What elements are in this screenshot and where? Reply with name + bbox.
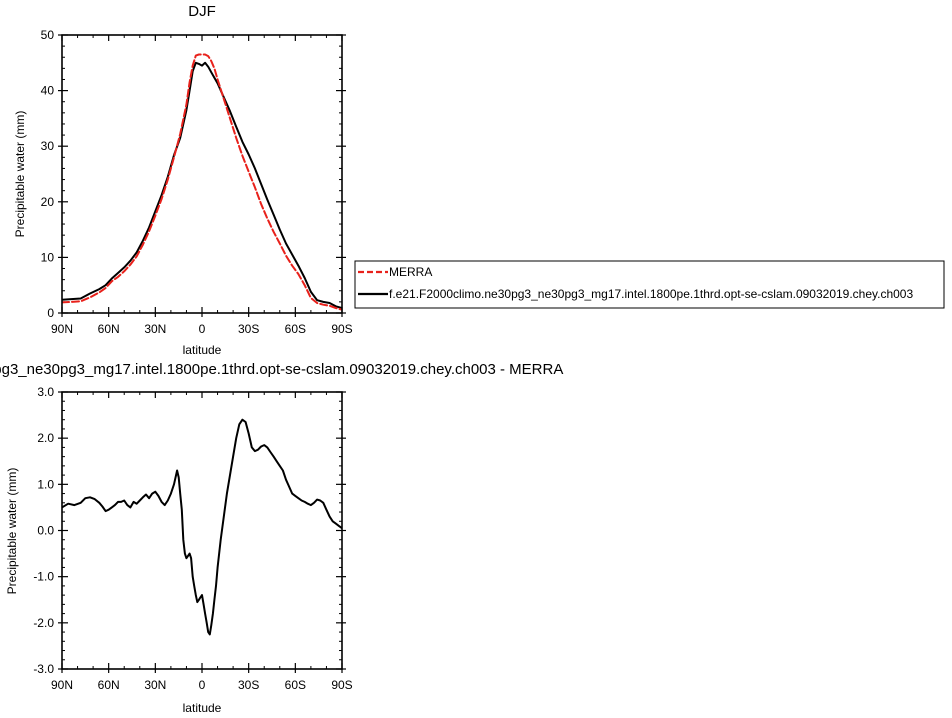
x-tick-label: 90S — [331, 322, 352, 336]
legend-label-merra: MERRA — [389, 265, 432, 279]
series-line-model — [62, 61, 342, 309]
y-tick-label: 30 — [41, 139, 55, 153]
x-tick-labels: 90N 60N 30N 0 30S 60S 90S — [51, 678, 353, 692]
y-tick-label: 0 — [47, 306, 54, 320]
x-tick-label: 0 — [199, 322, 206, 336]
x-tick-label: 30S — [238, 322, 259, 336]
y-tick-label: -3.0 — [33, 662, 54, 676]
difference-chart: f.e21.F2000climo.ne30pg3_ne30pg3_mg17.in… — [0, 361, 563, 715]
y-tick-label: 3.0 — [37, 385, 54, 399]
y-tick-label: 2.0 — [37, 431, 54, 445]
legend-box — [354, 260, 945, 309]
x-tick-labels: 90N 60N 30N 0 30S 60S 90S — [51, 322, 353, 336]
series-lines — [62, 418, 342, 636]
chart-title: DJF — [188, 3, 216, 20]
series-line-merra — [62, 53, 342, 311]
y-tick-label: 20 — [41, 195, 55, 209]
y-tick-label: 0.0 — [37, 524, 54, 538]
axis-ticks — [58, 391, 346, 673]
series-lines — [62, 53, 342, 311]
plot-frame — [61, 34, 343, 314]
x-tick-label: 60S — [285, 322, 306, 336]
series-line-difference — [62, 418, 342, 636]
x-tick-label: 60S — [285, 678, 306, 692]
y-tick-label: 40 — [41, 84, 55, 98]
x-tick-label: 0 — [199, 678, 206, 692]
x-tick-label: 60N — [98, 322, 120, 336]
y-tick-label: 50 — [41, 28, 55, 42]
legend: MERRA f.e21.F2000climo.ne30pg3_ne30pg3_m… — [354, 260, 945, 309]
x-tick-label: 90N — [51, 678, 73, 692]
x-tick-label: 30N — [144, 322, 166, 336]
y-tick-label: -2.0 — [33, 616, 54, 630]
y-tick-label: 10 — [41, 250, 55, 264]
y-tick-labels: 0 10 20 30 40 50 — [41, 28, 55, 320]
y-tick-label: -1.0 — [33, 570, 54, 584]
precipitable-water-chart: DJF 90N 60N 30N 0 30S 60S 90S 0 10 20 30 40 50 lati… — [13, 3, 353, 357]
y-axis-label: Precipitable water (mm) — [5, 468, 19, 595]
y-tick-labels: -3.0 -2.0 -1.0 0.0 1.0 2.0 3.0 — [33, 385, 54, 676]
plot-frame — [61, 391, 343, 670]
difference-chart-title: f.e21.F2000climo.ne30pg3_ne30pg3_mg17.in… — [0, 361, 563, 378]
x-axis-label: latitude — [183, 343, 222, 357]
x-tick-label: 30S — [238, 678, 259, 692]
legend-label-model: f.e21.F2000climo.ne30pg3_ne30pg3_mg17.in… — [389, 287, 913, 301]
y-axis-label: Precipitable water (mm) — [13, 111, 27, 238]
x-axis-label: latitude — [183, 701, 222, 715]
x-tick-label: 90N — [51, 322, 73, 336]
x-tick-label: 30N — [144, 678, 166, 692]
x-tick-label: 60N — [98, 678, 120, 692]
x-tick-label: 90S — [331, 678, 352, 692]
y-tick-label: 1.0 — [37, 477, 54, 491]
